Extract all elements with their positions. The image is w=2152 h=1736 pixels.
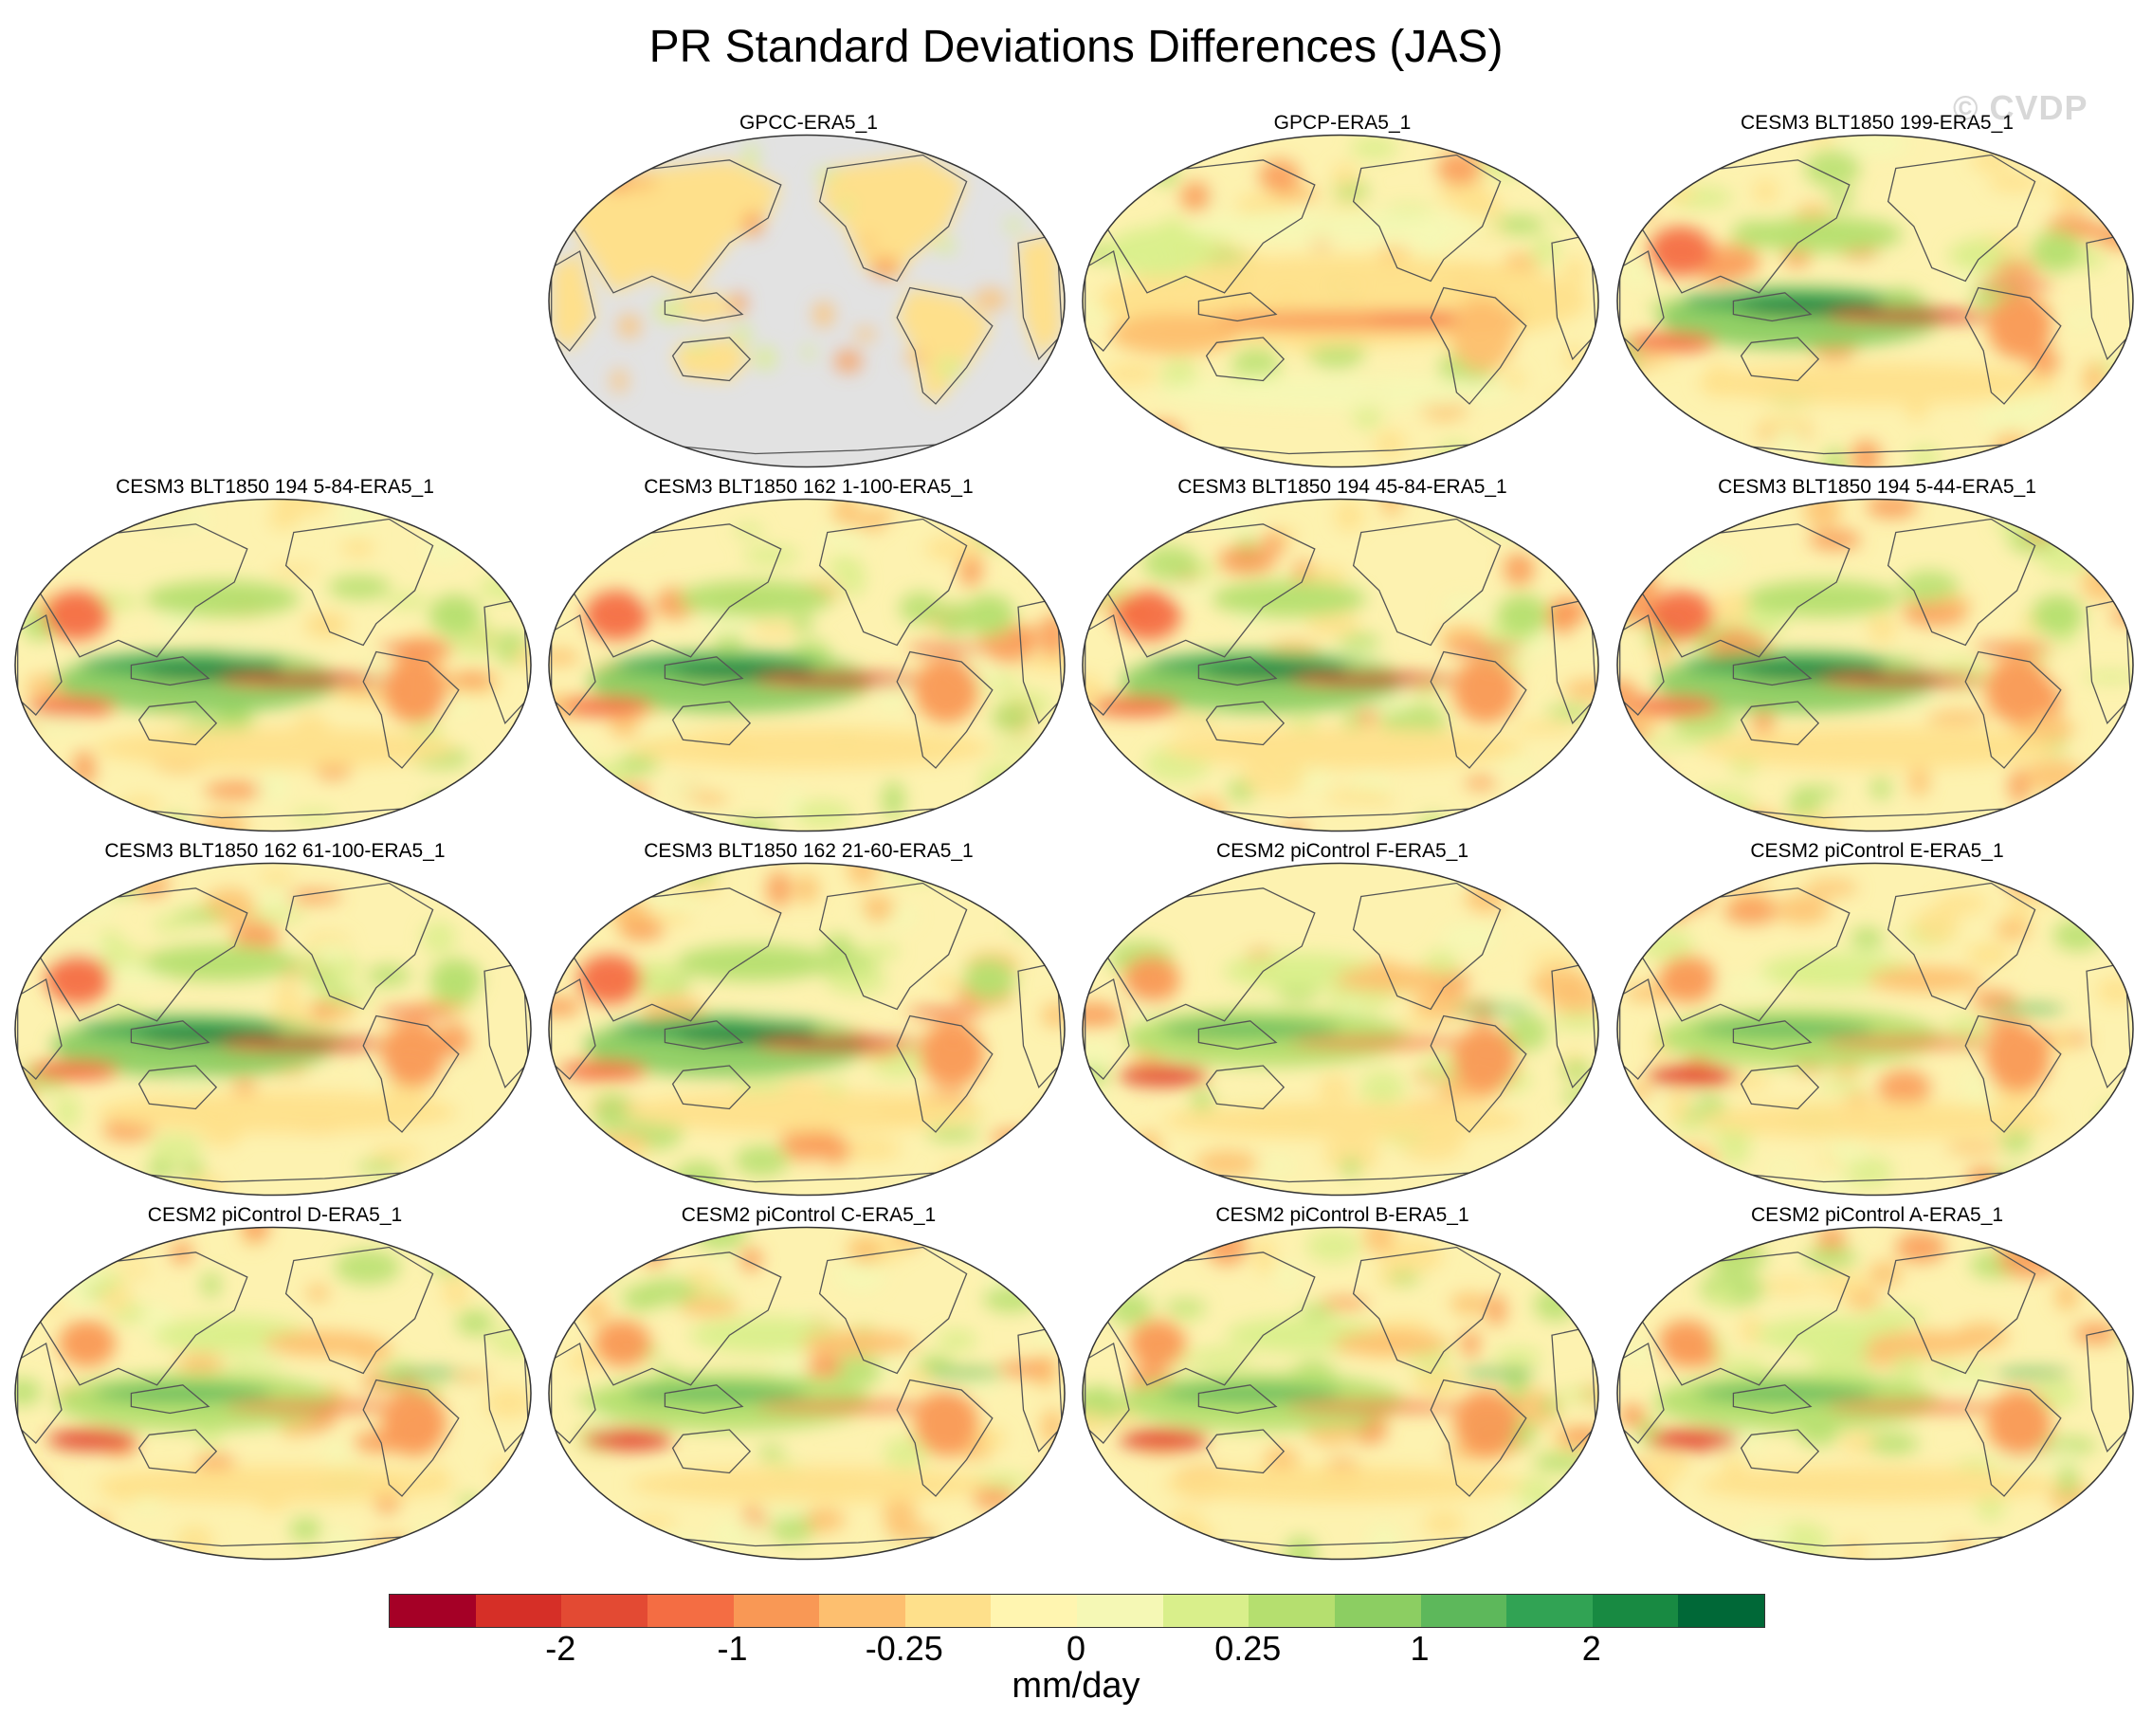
- panel-label: CESM2 piControl E-ERA5_1: [1750, 840, 2004, 862]
- colorbar-tick-label: -2: [545, 1629, 576, 1668]
- colorbar-swatch: [991, 1595, 1077, 1627]
- map-boundary: [14, 1226, 532, 1561]
- map-boundary: [1082, 1226, 1599, 1561]
- world-map: [1616, 1226, 2134, 1561]
- map-boundary: [1082, 134, 1599, 468]
- colorbar-tick-label: -0.25: [865, 1629, 943, 1668]
- map-boundary: [548, 498, 1066, 832]
- colorbar-swatch: [1678, 1595, 1764, 1627]
- world-map: [14, 498, 532, 832]
- world-map: [1082, 1226, 1599, 1561]
- colorbar-tick-label: 0: [1066, 1629, 1086, 1668]
- coastlines: [551, 154, 1063, 455]
- panel-label: CESM3 BLT1850 162 61-100-ERA5_1: [104, 840, 446, 862]
- colorbar-swatch: [475, 1595, 562, 1627]
- map-boundary: [548, 862, 1066, 1197]
- panel-label: CESM2 piControl C-ERA5_1: [681, 1204, 937, 1226]
- world-map: [1082, 498, 1599, 832]
- map-panel: GPCP-ERA5_1: [1077, 112, 1608, 477]
- panel-label: CESM3 BLT1850 194 5-44-ERA5_1: [1718, 476, 2036, 498]
- colorbar-units: mm/day: [1012, 1666, 1140, 1706]
- world-map: [1616, 134, 2134, 468]
- coastlines: [1085, 518, 1596, 819]
- panel-label: CESM2 piControl B-ERA5_1: [1215, 1204, 1469, 1226]
- world-map: [548, 134, 1066, 468]
- map-panel: CESM3 BLT1850 162 1-100-ERA5_1: [543, 476, 1074, 841]
- colorbar-swatch: [904, 1595, 992, 1627]
- colorbar-swatch: [1592, 1595, 1679, 1627]
- map-boundary: [1616, 1226, 2134, 1561]
- coastlines: [551, 518, 1063, 819]
- map-boundary: [1082, 862, 1599, 1197]
- map-panel: CESM2 piControl A-ERA5_1: [1612, 1204, 2143, 1569]
- world-map: [1616, 498, 2134, 832]
- colorbar-tick-label: -1: [717, 1629, 748, 1668]
- world-map: [14, 1226, 532, 1561]
- map-panel: CESM3 BLT1850 162 61-100-ERA5_1: [9, 840, 540, 1205]
- map-panel: CESM3 BLT1850 162 21-60-ERA5_1: [543, 840, 1074, 1205]
- world-map: [1082, 134, 1599, 468]
- colorbar-tick-label: 1: [1410, 1629, 1430, 1668]
- panel-label: GPCC-ERA5_1: [739, 112, 878, 134]
- colorbar: [389, 1594, 1765, 1628]
- coastlines: [1619, 882, 2131, 1183]
- colorbar-swatch: [390, 1595, 476, 1627]
- map-panel: CESM3 BLT1850 194 5-84-ERA5_1: [9, 476, 540, 841]
- panel-label: CESM2 piControl A-ERA5_1: [1750, 1204, 2004, 1226]
- colorbar-swatch: [1506, 1595, 1593, 1627]
- map-boundary: [14, 498, 532, 832]
- map-boundary: [548, 1226, 1066, 1561]
- colorbar-swatch: [561, 1595, 647, 1627]
- map-panel: CESM2 piControl D-ERA5_1: [9, 1204, 540, 1569]
- world-map: [14, 862, 532, 1197]
- panel-label: CESM3 BLT1850 162 21-60-ERA5_1: [644, 840, 974, 862]
- panel-label: CESM2 piControl D-ERA5_1: [147, 1204, 403, 1226]
- panel-label: CESM2 piControl F-ERA5_1: [1215, 840, 1469, 862]
- panel-label: CESM3 BLT1850 199-ERA5_1: [1741, 112, 2014, 134]
- cvdp-watermark: © CVDP: [1953, 88, 2088, 127]
- colorbar-swatch: [733, 1595, 820, 1627]
- colorbar-swatch: [1420, 1595, 1507, 1627]
- world-map: [548, 498, 1066, 832]
- panel-label: GPCP-ERA5_1: [1273, 112, 1412, 134]
- map-panel: GPCC-ERA5_1: [543, 112, 1074, 477]
- colorbar-swatch: [1249, 1595, 1335, 1627]
- map-panel: CESM3 BLT1850 194 5-44-ERA5_1: [1612, 476, 2143, 841]
- colorbar-swatch: [1334, 1595, 1421, 1627]
- coastlines: [17, 882, 529, 1183]
- map-boundary: [14, 862, 532, 1197]
- world-map: [548, 862, 1066, 1197]
- map-boundary: [548, 134, 1066, 468]
- map-panel: CESM3 BLT1850 194 45-84-ERA5_1: [1077, 476, 1608, 841]
- map-boundary: [1616, 862, 2134, 1197]
- figure-title: PR Standard Deviations Differences (JAS): [648, 22, 1504, 72]
- panel-label: CESM3 BLT1850 194 5-84-ERA5_1: [116, 476, 434, 498]
- map-boundary: [1616, 134, 2134, 468]
- world-map: [548, 1226, 1066, 1561]
- colorbar-tick-label: 0.25: [1214, 1629, 1282, 1668]
- map-boundary: [1082, 498, 1599, 832]
- map-panel: CESM2 piControl B-ERA5_1: [1077, 1204, 1608, 1569]
- coastlines: [551, 882, 1063, 1183]
- colorbar-swatch: [647, 1595, 734, 1627]
- world-map: [1082, 862, 1599, 1197]
- map-boundary: [1616, 498, 2134, 832]
- world-map: [1616, 862, 2134, 1197]
- map-panel: CESM2 piControl C-ERA5_1: [543, 1204, 1074, 1569]
- coastlines: [1085, 154, 1596, 455]
- map-panel: CESM2 piControl F-ERA5_1: [1077, 840, 1608, 1205]
- panel-label: CESM3 BLT1850 162 1-100-ERA5_1: [644, 476, 974, 498]
- panel-label: CESM3 BLT1850 194 45-84-ERA5_1: [1177, 476, 1507, 498]
- colorbar-swatch: [819, 1595, 905, 1627]
- colorbar-tick-label: 2: [1581, 1629, 1601, 1668]
- colorbar-swatch: [1162, 1595, 1249, 1627]
- colorbar-swatch: [1077, 1595, 1163, 1627]
- map-panel: CESM2 piControl E-ERA5_1: [1612, 840, 2143, 1205]
- map-panel: CESM3 BLT1850 199-ERA5_1: [1612, 112, 2143, 477]
